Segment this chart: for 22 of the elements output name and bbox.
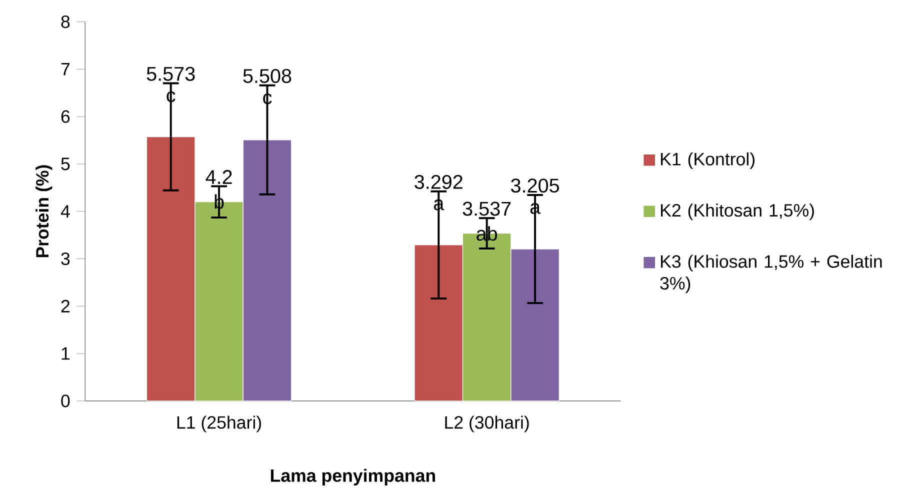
data-label: 4.2 <box>206 170 232 184</box>
data-label: 5.508 <box>243 68 292 83</box>
legend-label: K3 (Khiosan 1,5% + Gelatin 3%) <box>660 254 882 293</box>
y-tick-label: 6 <box>61 110 70 123</box>
y-tick-label: 8 <box>61 15 70 28</box>
data-label: 3.537 <box>462 202 511 216</box>
legend-label: K2 (Khitosan 1,5%) <box>660 203 814 220</box>
y-tick-label: 3 <box>61 252 70 265</box>
x-tick-label: L2 (30hari) <box>445 416 529 432</box>
y-tick-label: 4 <box>60 205 70 218</box>
y-tick-label: 1 <box>62 347 70 360</box>
y-tick-label: 2 <box>61 300 70 312</box>
data-label: 3.205 <box>511 178 559 192</box>
y-tick-label: 5 <box>61 158 70 170</box>
x-tick-label: L1 (25hari) <box>177 416 261 432</box>
y-tick-label: 0 <box>61 394 70 408</box>
y-tick-label: 7 <box>61 62 70 76</box>
y-axis-title: Protein (%) <box>36 165 52 257</box>
legend-label: K1 (Kontrol) <box>660 152 754 169</box>
data-label: 3.292 <box>414 174 462 189</box>
x-axis-title: Lama penyimpanan <box>270 468 435 486</box>
data-label: 5.573 <box>146 66 195 81</box>
